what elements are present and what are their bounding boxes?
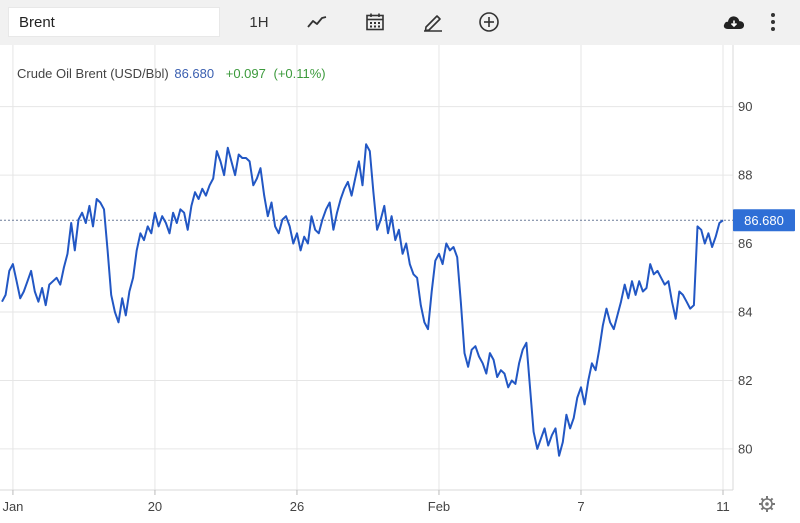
y-tick-label: 90 [738,99,752,114]
x-tick-label: 11 [716,499,730,514]
line-chart-icon [307,16,327,28]
more-options-button[interactable] [757,6,789,38]
x-tick-label: 7 [577,499,584,514]
x-tick-label: Feb [428,499,450,514]
search-input[interactable]: Brent [8,7,220,37]
calendar-icon [366,13,384,31]
y-tick-label: 86 [738,236,752,251]
add-indicator-button[interactable] [473,6,505,38]
cloud-download-icon [723,16,745,29]
interval-button[interactable]: 1H [243,6,275,38]
chart-type-button[interactable] [301,6,333,38]
interval-label: 1H [249,13,269,31]
price-change-percent: (+0.11%) [273,66,326,81]
price-series-line [1,143,724,457]
draw-button[interactable] [417,6,449,38]
x-tick-label: 20 [148,499,162,514]
date-range-button[interactable] [359,6,391,38]
settings-icon[interactable] [759,496,775,512]
instrument-name: Crude Oil Brent (USD/Bbl) [17,66,169,81]
last-price-tag: 86.680 [733,209,795,232]
x-tick-label: 26 [290,499,304,514]
x-tick-label: Jan [2,499,23,514]
price-change: +0.097 [225,66,266,81]
y-tick-label: 88 [738,168,752,183]
last-price-tag-label: 86.680 [744,213,784,228]
toolbar: Brent 1H [0,0,800,45]
y-tick-label: 82 [738,373,752,388]
last-price: 86.680 [174,66,215,81]
y-tick-label: 84 [738,305,752,320]
pencil-icon [424,15,442,32]
chart-legend: Crude Oil Brent (USD/Bbl) 86.680 +0.097 … [17,66,326,81]
y-tick-label: 80 [738,441,752,456]
download-button[interactable] [718,6,750,38]
more-vertical-icon [771,13,775,31]
plus-circle-icon [479,12,499,32]
